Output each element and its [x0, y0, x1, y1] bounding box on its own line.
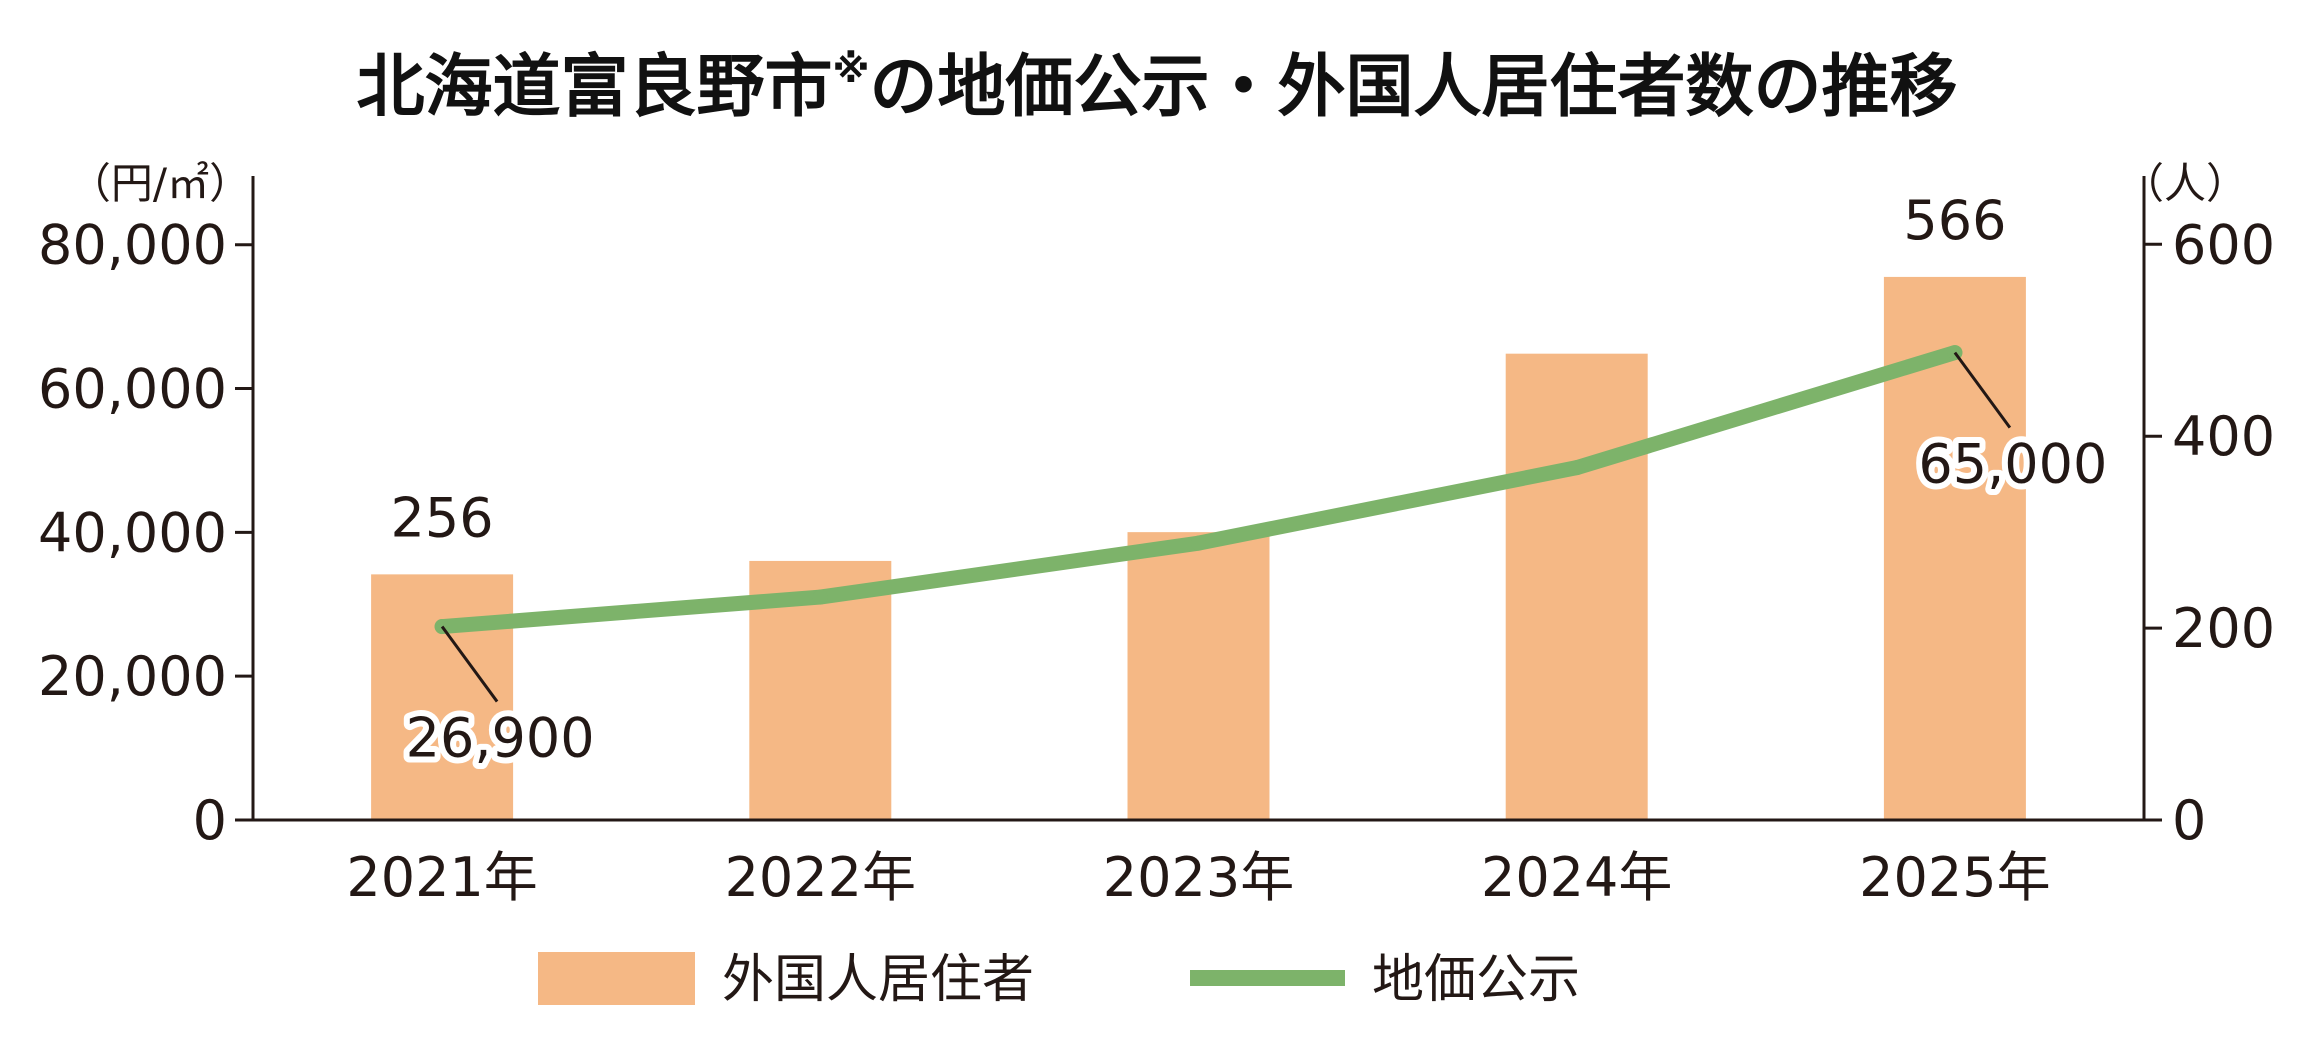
bar [1505, 353, 1648, 820]
bar [371, 574, 514, 820]
chart-title: 北海道富良野市※の地価公示・外国人居住者数の推移 [357, 47, 1958, 127]
left-tick-label: 80,000 [38, 214, 227, 277]
left-axis-unit: （円/㎡） [69, 159, 251, 208]
legend-label-line: 地価公示 [1372, 950, 1580, 1010]
right-tick-label: 600 [2172, 213, 2275, 276]
x-tick-label: 2022年 [725, 846, 916, 909]
x-tick-label: 2023年 [1103, 846, 1294, 909]
chart-title-main: 北海道富良野市 [357, 48, 833, 127]
bar [1127, 532, 1270, 820]
legend-swatch-bar [538, 952, 695, 1005]
line-point [812, 589, 828, 605]
left-tick-label: 20,000 [38, 645, 227, 708]
chart-title-mark: ※ [833, 47, 870, 91]
right-tick-label: 200 [2172, 597, 2275, 660]
line-data-label: 26,900 [406, 707, 595, 770]
chart-title-rest: の地価公示・外国人居住者数の推移 [869, 48, 1957, 127]
line-point [1191, 535, 1206, 551]
legend: 外国人居住者 地価公示 [538, 950, 1580, 1010]
line-point [1569, 460, 1585, 476]
left-tick-label: 60,000 [38, 358, 227, 421]
x-tick-label: 2025年 [1859, 846, 2050, 909]
bars-layer [371, 276, 2026, 821]
leader-line [1953, 351, 2012, 429]
labels-layer: 256 566 26,900 65,000 [391, 189, 2114, 776]
axes-layer: 0 20,000 40,000 60,000 80,000 0 200 400 600 2021年… [38, 176, 2275, 909]
right-tick-label: 0 [2172, 789, 2206, 852]
x-tick-label: 2024年 [1481, 846, 1672, 909]
right-axis-unit: （人） [2122, 159, 2248, 208]
line-data-label: 65,000 [1918, 433, 2107, 496]
bar-data-label: 566 [1903, 189, 2006, 252]
x-tick-label: 2021年 [346, 846, 537, 909]
right-tick-label: 400 [2172, 405, 2275, 468]
legend-label-bar: 外国人居住者 [722, 950, 1034, 1010]
left-tick-label: 0 [193, 789, 227, 852]
left-tick-label: 40,000 [38, 501, 227, 564]
leader-line [440, 625, 499, 703]
bar-data-label: 256 [391, 486, 494, 549]
